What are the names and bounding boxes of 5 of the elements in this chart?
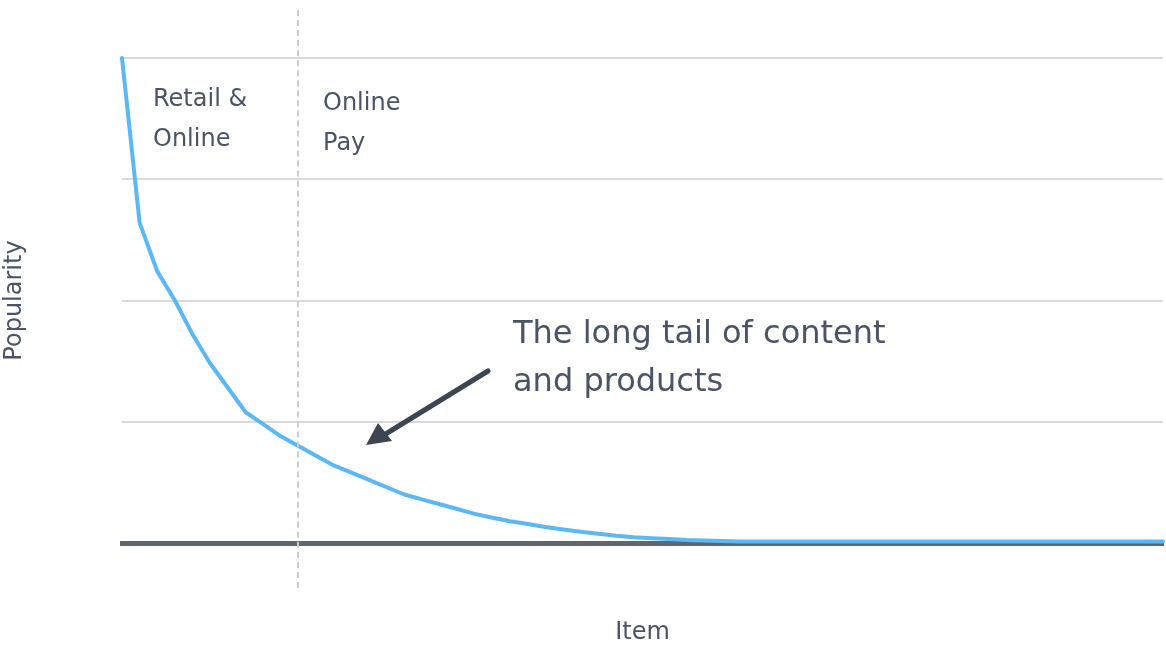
annotation: The long tail of content and products — [513, 312, 887, 401]
x-axis-title: Item — [615, 616, 670, 645]
annotation: Retail & Online — [153, 83, 249, 154]
y-axis-title: Popularity — [0, 240, 27, 361]
annotation: Online Pay — [323, 87, 402, 158]
